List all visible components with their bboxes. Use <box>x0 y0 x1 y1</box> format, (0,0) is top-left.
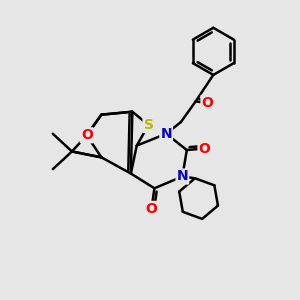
Text: S: S <box>143 118 154 132</box>
Text: N: N <box>160 127 172 141</box>
Text: O: O <box>146 202 158 216</box>
Text: O: O <box>202 96 213 110</box>
Text: N: N <box>177 169 188 184</box>
Text: O: O <box>81 128 93 142</box>
Text: O: O <box>199 142 210 155</box>
